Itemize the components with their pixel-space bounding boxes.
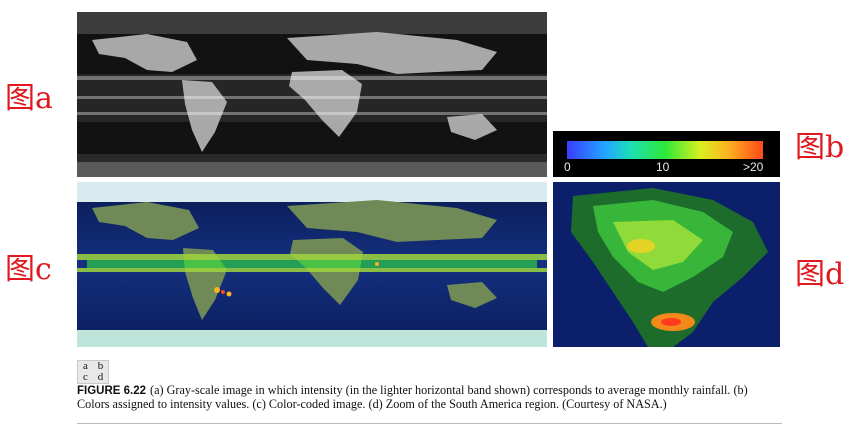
label-figure-a: 图a [5, 81, 53, 116]
colorbar-tick-0: 0 [564, 160, 571, 174]
panel-b-colorbar: 0 10 >20 [553, 131, 780, 177]
color-coded-map-image [77, 182, 547, 347]
label-figure-b: 图b [795, 130, 845, 165]
south-america-zoom-image [553, 182, 780, 347]
grayscale-map-image [77, 12, 547, 177]
layout-key-d: d [97, 371, 104, 383]
panel-a-grayscale-map [77, 12, 547, 177]
colorbar-tick-10: 10 [656, 160, 670, 174]
layout-key-a: a [83, 360, 88, 372]
panel-c-color-coded-map [77, 182, 547, 347]
layout-key-c: c [83, 371, 88, 383]
layout-key-b: b [97, 360, 104, 372]
figure-caption: FIGURE 6.22 (a) Gray-scale image in which… [77, 384, 782, 410]
caption-text: (a) Gray-scale image in which intensity … [77, 383, 748, 411]
caption-rule [77, 423, 782, 424]
label-figure-d: 图d [795, 257, 845, 292]
colorbar-tick-20: >20 [743, 160, 764, 174]
subfigure-layout-key: a b c d [77, 360, 109, 384]
figure-number: FIGURE 6.22 [77, 385, 147, 397]
colorbar-gradient [567, 141, 763, 159]
panel-d-south-america-zoom [553, 182, 780, 347]
label-figure-c: 图c [5, 252, 52, 287]
